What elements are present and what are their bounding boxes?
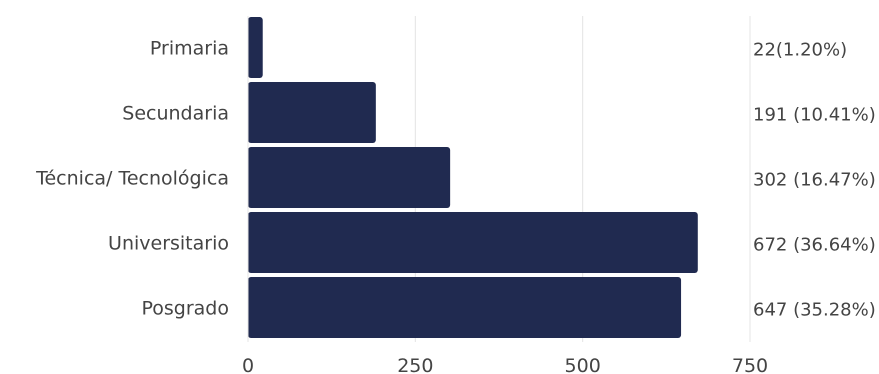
bar-2 (248, 82, 376, 143)
x-tick-label: 0 (242, 355, 254, 374)
data-label: 302 (16.47%) (753, 170, 876, 191)
x-tick-label: 250 (397, 355, 433, 374)
data-label: 22(1.20%) (753, 40, 847, 61)
data-label: 191 (10.41%) (753, 105, 876, 126)
x-tick-label: 500 (565, 355, 601, 374)
category-label: Posgrado (141, 298, 229, 320)
bar-1 (248, 17, 263, 78)
category-label: Técnica/ Tecnológica (35, 168, 229, 190)
data-label: 647 (35.28%) (753, 300, 876, 321)
category-label: Secundaria (122, 103, 229, 125)
bar-4 (248, 212, 698, 273)
bar-5 (248, 277, 682, 338)
category-label: Universitario (108, 233, 229, 255)
data-label: 672 (36.64%) (753, 235, 876, 256)
bar-3 (248, 147, 451, 208)
x-tick-label: 750 (732, 355, 768, 374)
category-label: Primaria (150, 38, 229, 60)
